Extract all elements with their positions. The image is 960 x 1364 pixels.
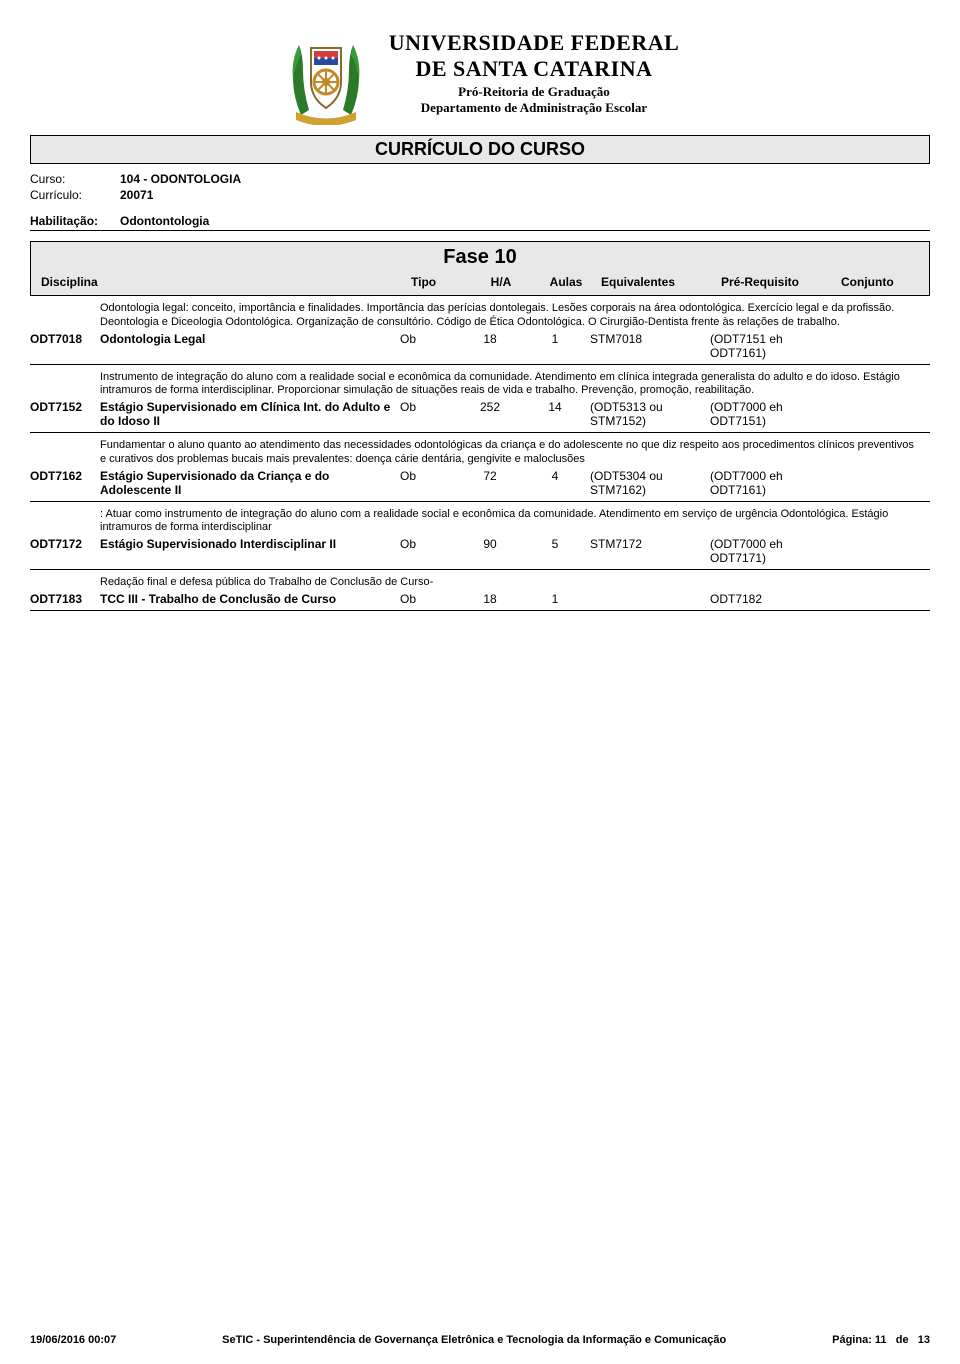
course-description: Instrumento de integração do aluno com a… xyxy=(100,371,920,399)
col-tipo: Tipo xyxy=(411,275,471,289)
course-aulas: 5 xyxy=(520,537,590,565)
course-pre: (ODT7000 eh ODT7171) xyxy=(710,537,830,565)
page-container: UNIVERSIDADE FEDERAL DE SANTA CATARINA P… xyxy=(0,0,960,611)
curriculo-label: Currículo: xyxy=(30,188,120,202)
course-block: Instrumento de integração do aluno com a… xyxy=(30,365,930,434)
course-tipo: Ob xyxy=(400,400,460,428)
footer-page-label: Página: xyxy=(832,1334,872,1346)
course-equiv: (ODT5313 ou STM7152) xyxy=(590,400,710,428)
course-tipo: Ob xyxy=(400,537,460,565)
col-conjunto: Conjunto xyxy=(841,275,911,289)
col-disciplina: Disciplina xyxy=(111,275,411,289)
course-aulas: 1 xyxy=(520,592,590,606)
course-conj xyxy=(830,592,900,606)
course-equiv: STM7172 xyxy=(590,537,710,565)
course-row: ODT7183TCC III - Trabalho de Conclusão d… xyxy=(30,592,930,606)
course-conj xyxy=(830,537,900,565)
course-name: TCC III - Trabalho de Conclusão de Curso xyxy=(100,592,400,606)
curso-value: 104 - ODONTOLOGIA xyxy=(120,172,241,186)
course-name: Odontologia Legal xyxy=(100,332,400,360)
meta-curriculo: Currículo: 20071 xyxy=(30,188,930,202)
col-equivalentes: Equivalentes xyxy=(601,275,721,289)
habilitacao-value: Odontontologia xyxy=(120,214,209,228)
course-block: : Atuar como instrumento de integração d… xyxy=(30,502,930,571)
course-tipo: Ob xyxy=(400,469,460,497)
phase-title: Fase 10 xyxy=(31,242,929,271)
university-name-line2: DE SANTA CATARINA xyxy=(389,56,680,82)
course-name: Estágio Supervisionado Interdisciplinar … xyxy=(100,537,400,565)
course-row: ODT7162Estágio Supervisionado da Criança… xyxy=(30,469,930,497)
course-equiv xyxy=(590,592,710,606)
col-aulas: Aulas xyxy=(531,275,601,289)
course-pre: ODT7182 xyxy=(710,592,830,606)
university-sub1: Pró-Reitoria de Graduação xyxy=(389,84,680,100)
page-footer: 19/06/2016 00:07 SeTIC - Superintendênci… xyxy=(30,1334,930,1346)
col-pre-requisito: Pré-Requisito xyxy=(721,275,841,289)
curso-label: Curso: xyxy=(30,172,120,186)
phase-box: Fase 10 Disciplina Tipo H/A Aulas Equiva… xyxy=(30,241,930,296)
course-row: ODT7018Odontologia LegalOb181STM7018(ODT… xyxy=(30,332,930,360)
courses-list: Odontologia legal: conceito, importância… xyxy=(30,296,930,611)
footer-page: Página: 11 de 13 xyxy=(832,1334,930,1346)
course-code: ODT7152 xyxy=(30,400,100,428)
university-sub2: Departamento de Administração Escolar xyxy=(389,100,680,116)
course-tipo: Ob xyxy=(400,592,460,606)
col-ha: H/A xyxy=(471,275,531,289)
col-disciplina-label: Disciplina xyxy=(41,275,98,289)
course-aulas: 1 xyxy=(520,332,590,360)
course-ha: 18 xyxy=(460,592,520,606)
course-conj xyxy=(830,400,900,428)
course-ha: 18 xyxy=(460,332,520,360)
footer-system: SeTIC - Superintendência de Governança E… xyxy=(222,1334,726,1346)
course-ha: 72 xyxy=(460,469,520,497)
course-conj xyxy=(830,469,900,497)
university-text-block: UNIVERSIDADE FEDERAL DE SANTA CATARINA P… xyxy=(389,30,680,116)
course-description: Odontologia legal: conceito, importância… xyxy=(100,302,920,330)
footer-timestamp: 19/06/2016 00:07 xyxy=(30,1334,116,1346)
course-pre: (ODT7000 eh ODT7161) xyxy=(710,469,830,497)
course-pre: (ODT7000 eh ODT7151) xyxy=(710,400,830,428)
document-title: CURRÍCULO DO CURSO xyxy=(30,135,930,164)
footer-page-current: 11 xyxy=(875,1334,887,1346)
course-ha: 90 xyxy=(460,537,520,565)
meta-habilitacao: Habilitação: Odontontologia xyxy=(30,214,930,231)
university-logo xyxy=(281,20,371,125)
course-name: Estágio Supervisionado da Criança e do A… xyxy=(100,469,400,497)
university-name-line1: UNIVERSIDADE FEDERAL xyxy=(389,30,680,56)
course-equiv: STM7018 xyxy=(590,332,710,360)
course-code: ODT7172 xyxy=(30,537,100,565)
course-tipo: Ob xyxy=(400,332,460,360)
course-description: Fundamentar o aluno quanto ao atendiment… xyxy=(100,439,920,467)
course-block: Fundamentar o aluno quanto ao atendiment… xyxy=(30,433,930,502)
curriculo-value: 20071 xyxy=(120,188,153,202)
course-ha: 252 xyxy=(460,400,520,428)
footer-page-total: 13 xyxy=(918,1334,930,1346)
course-row: ODT7172Estágio Supervisionado Interdisci… xyxy=(30,537,930,565)
course-equiv: (ODT5304 ou STM7162) xyxy=(590,469,710,497)
letterhead: UNIVERSIDADE FEDERAL DE SANTA CATARINA P… xyxy=(30,20,930,125)
footer-page-sep: de xyxy=(896,1334,909,1346)
course-description: Redação final e defesa pública do Trabal… xyxy=(100,576,920,590)
course-aulas: 14 xyxy=(520,400,590,428)
course-pre: (ODT7151 eh ODT7161) xyxy=(710,332,830,360)
course-code: ODT7018 xyxy=(30,332,100,360)
habilitacao-label: Habilitação: xyxy=(30,214,120,228)
columns-header: Disciplina Tipo H/A Aulas Equivalentes P… xyxy=(31,271,929,295)
course-row: ODT7152Estágio Supervisionado em Clínica… xyxy=(30,400,930,428)
course-block: Odontologia legal: conceito, importância… xyxy=(30,296,930,365)
course-aulas: 4 xyxy=(520,469,590,497)
course-code: ODT7183 xyxy=(30,592,100,606)
course-conj xyxy=(830,332,900,360)
course-description: : Atuar como instrumento de integração d… xyxy=(100,508,920,536)
course-name: Estágio Supervisionado em Clínica Int. d… xyxy=(100,400,400,428)
course-code: ODT7162 xyxy=(30,469,100,497)
meta-curso: Curso: 104 - ODONTOLOGIA xyxy=(30,172,930,186)
course-block: Redação final e defesa pública do Trabal… xyxy=(30,570,930,611)
